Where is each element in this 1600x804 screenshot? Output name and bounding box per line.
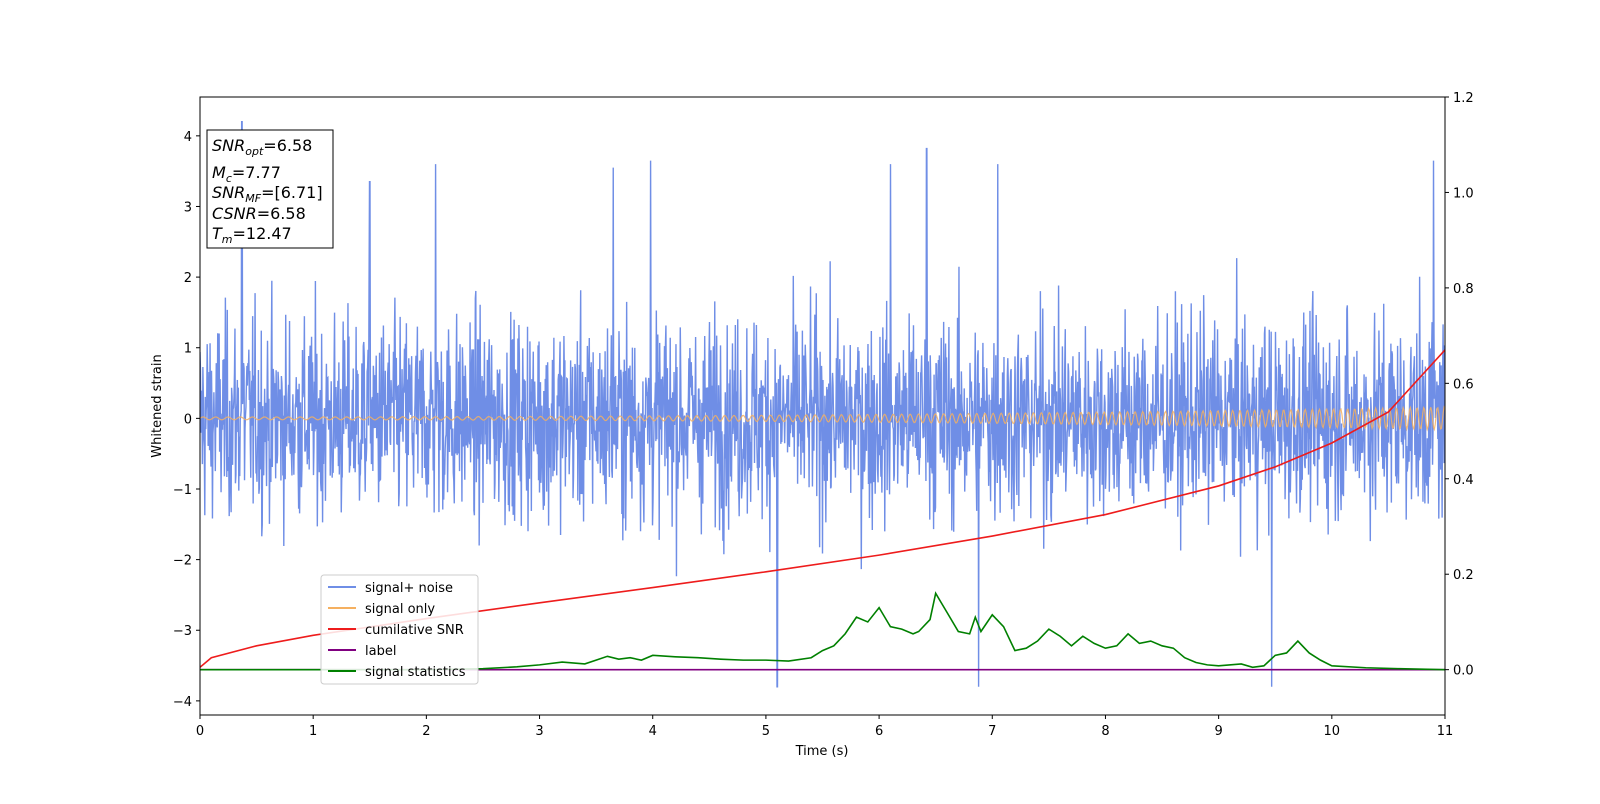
legend-label: label [365,644,396,659]
x-tick-label: 1 [309,724,317,739]
cumulative-snr-line [200,349,1445,668]
y-tick-label: −3 [173,624,192,639]
y-axis-label: Whitened strain [150,354,165,457]
y-tick-label: 3 [184,200,192,215]
annotation-line: CSNR=6.58 [212,204,306,223]
x-axis: 0 1 2 3 4 5 6 7 8 9 10 11 [196,715,1453,739]
legend-label: cumilative SNR [365,623,464,638]
legend-label: signal only [365,602,435,617]
x-tick-label: 2 [422,724,430,739]
annotation-line: Mc=7.77 [212,163,281,185]
y2-tick-label: 1.2 [1453,91,1474,106]
x-tick-label: 5 [762,724,770,739]
annotation-frame [206,129,334,249]
series-signal-only [200,405,1445,432]
series-signal-noise [200,121,1445,688]
x-tick-label: 3 [535,724,543,739]
legend: signal+ noise signal only cumilative SNR la… [320,574,479,685]
y2-tick-label: 0.8 [1453,282,1474,297]
x-tick-label: 0 [196,724,204,739]
x-tick-label: 8 [1101,724,1109,739]
x-tick-label: 4 [649,724,657,739]
y2-tick-label: 0.2 [1453,568,1474,583]
signal-noise-line [200,121,1445,688]
signal-statistics-line [200,591,1445,671]
y-tick-label: 1 [184,342,192,357]
plot-frame [199,96,1446,716]
x-tick-label: 10 [1324,724,1341,739]
y-axis-right: 0.0 0.2 0.4 0.6 0.8 1.0 1.2 [1445,91,1474,679]
legend-label: signal+ noise [365,581,453,596]
annotation-line: Tm=12.47 [212,224,292,246]
x-tick-label: 6 [875,724,883,739]
y2-tick-label: 0.6 [1453,377,1474,392]
annotation-line: SNRMF=[6.71] [212,183,323,205]
y-tick-label: 0 [184,412,192,427]
y-axis-left: −4 −3 −2 −1 0 1 2 3 4 [173,130,200,710]
legend-label: signal statistics [365,665,466,680]
x-tick-label: 11 [1437,724,1454,739]
y-tick-label: 2 [184,271,192,286]
x-tick-label: 7 [988,724,996,739]
y-tick-label: −1 [173,483,192,498]
stats-annotation-box: SNRopt=6.58 Mc=7.77SNRMF=[6.71]CSNR=6.58T… [206,129,334,249]
y2-tick-label: 0.0 [1453,664,1474,679]
y-tick-label: 4 [184,130,192,145]
x-tick-label: 9 [1214,724,1222,739]
y-tick-label: −2 [173,554,192,569]
y-tick-label: −4 [173,695,192,710]
signal-only-line [200,405,1445,432]
annotation-line: SNRopt=6.58 [212,136,312,158]
legend-frame [320,574,479,685]
y2-tick-label: 1.0 [1453,186,1474,201]
x-axis-label: Time (s) [795,744,849,759]
y2-tick-label: 0.4 [1453,473,1474,488]
